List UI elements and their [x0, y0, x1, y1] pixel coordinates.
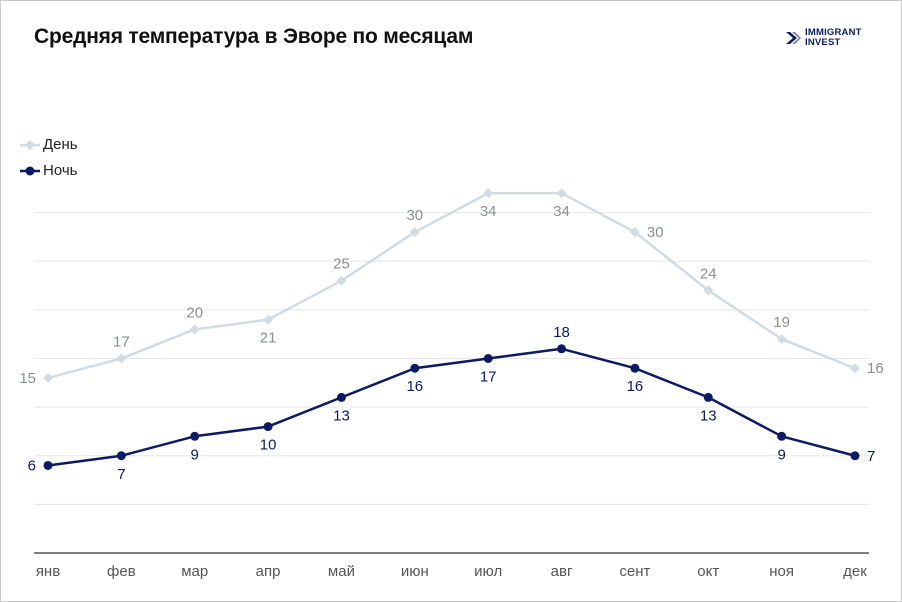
logo-line-2: INVEST [805, 37, 841, 48]
legend-day-marker-icon [20, 140, 40, 150]
x-tick-label: июн [401, 563, 429, 580]
data-point-night [557, 344, 567, 354]
data-point-day [483, 188, 494, 199]
data-label-night: 16 [406, 378, 423, 395]
data-label-night: 10 [260, 437, 277, 454]
data-label-day: 30 [406, 207, 423, 224]
data-point-day [850, 363, 860, 374]
x-tick-label: дек [843, 563, 867, 580]
data-point-day [776, 334, 787, 345]
series-line-night [47, 347, 856, 467]
data-label-day: 16 [867, 360, 884, 377]
data-point-day [43, 372, 53, 383]
data-label-night: 17 [480, 369, 497, 386]
data-label-night: 13 [700, 407, 717, 424]
data-point-night [483, 354, 493, 363]
data-point-night [116, 451, 126, 461]
data-label-day: 17 [113, 334, 130, 351]
x-tick-label: май [328, 563, 355, 580]
data-label-day: 21 [260, 330, 277, 347]
data-label-day: 19 [773, 314, 790, 331]
data-label-day: 24 [700, 265, 717, 282]
legend-day-label: День [43, 136, 78, 153]
data-point-day [189, 324, 200, 335]
x-tick-label: сент [619, 563, 650, 580]
data-label-day: 34 [480, 203, 497, 220]
immigrant-invest-logo: IMMIGRANT INVEST [785, 28, 885, 50]
x-tick-label: ноя [769, 563, 794, 580]
data-point-night [410, 363, 420, 373]
x-tick-label: апр [256, 563, 281, 580]
data-label-day: 30 [647, 224, 664, 241]
data-label-night: 7 [117, 466, 125, 483]
x-tick-label: июл [474, 563, 502, 580]
data-point-night [630, 363, 640, 373]
logo-chevron-icon [786, 32, 801, 44]
data-point-night [703, 392, 713, 402]
data-label-night: 7 [867, 448, 875, 465]
data-point-day [263, 314, 274, 325]
data-point-night [777, 431, 787, 441]
data-point-night [263, 422, 273, 432]
data-point-night [190, 431, 200, 441]
x-tick-label: фев [107, 563, 136, 580]
logo-text: IMMIGRANT INVEST [805, 28, 862, 48]
data-label-night: 9 [777, 446, 785, 463]
data-label-night: 6 [28, 457, 36, 474]
x-tick-label: окт [697, 563, 719, 580]
x-tick-label: янв [36, 563, 60, 580]
logo-line-1: IMMIGRANT [805, 27, 862, 38]
data-point-day [556, 188, 567, 199]
x-tick-label: мар [181, 563, 208, 580]
data-label-day: 34 [553, 203, 570, 220]
data-point-day [409, 227, 420, 238]
data-label-day: 20 [186, 304, 203, 321]
legend-night-marker-icon [20, 166, 40, 176]
x-tick-label: авг [551, 563, 573, 580]
data-label-night: 9 [191, 446, 199, 463]
data-point-day [336, 275, 347, 286]
data-label-day: 15 [19, 370, 36, 387]
data-point-night [336, 392, 346, 402]
data-label-night: 18 [553, 324, 570, 341]
data-point-night [850, 451, 860, 461]
data-label-day: 25 [333, 256, 350, 273]
legend-night-label: Ночь [43, 162, 78, 179]
data-point-day [116, 353, 127, 364]
data-label-night: 16 [627, 378, 644, 395]
data-point-night [43, 460, 53, 470]
data-point-day [703, 285, 714, 296]
series-line-day [47, 191, 856, 380]
chart-title: Средняя температура в Эворе по месяцам [34, 25, 474, 48]
data-point-day [629, 227, 640, 238]
data-label-night: 13 [333, 407, 350, 424]
